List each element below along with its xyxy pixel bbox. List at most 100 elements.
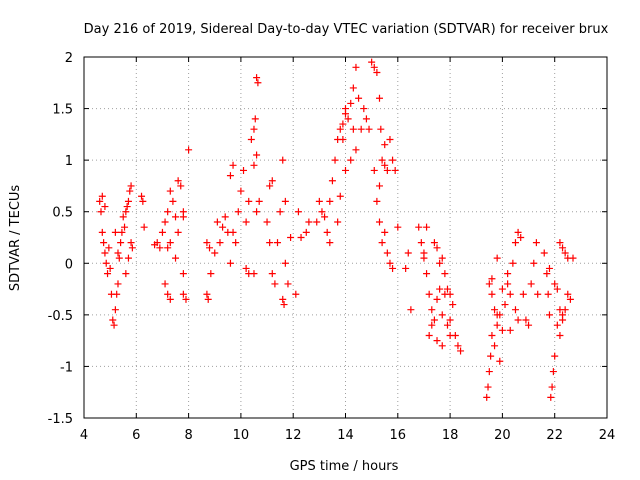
data-point	[504, 280, 512, 288]
data-point	[321, 213, 329, 221]
data-point	[313, 218, 321, 226]
data-point	[96, 197, 104, 205]
data-point	[352, 63, 360, 71]
data-point	[487, 352, 495, 360]
data-point	[250, 161, 258, 169]
data-point	[488, 290, 496, 298]
data-point	[124, 197, 132, 205]
data-point	[383, 166, 391, 174]
data-point	[423, 223, 431, 231]
y-tick-label: 0	[65, 257, 73, 272]
data-point	[386, 136, 394, 144]
x-tick-label: 4	[80, 428, 88, 443]
data-point	[203, 290, 211, 298]
data-point	[389, 264, 397, 272]
y-tick-label: -1	[60, 360, 73, 375]
data-point	[336, 192, 344, 200]
data-point	[240, 166, 248, 174]
data-point	[381, 141, 389, 149]
data-point	[268, 270, 276, 278]
data-point	[294, 208, 302, 216]
data-point	[100, 239, 108, 247]
data-point	[433, 295, 441, 303]
data-point	[106, 264, 114, 272]
data-point	[540, 249, 548, 257]
data-point	[501, 301, 509, 309]
data-point	[229, 228, 237, 236]
data-point	[357, 125, 365, 133]
data-point	[229, 161, 237, 169]
data-point	[113, 290, 121, 298]
data-point	[127, 239, 135, 247]
data-point	[543, 270, 551, 278]
data-point	[117, 239, 125, 247]
data-point	[334, 218, 342, 226]
data-point	[377, 125, 385, 133]
data-point	[553, 321, 561, 329]
data-point	[436, 259, 444, 267]
data-point	[485, 368, 493, 376]
data-point	[436, 285, 444, 293]
data-point	[368, 58, 376, 66]
x-tick-label: 6	[132, 428, 140, 443]
data-point	[279, 295, 287, 303]
data-point	[250, 270, 258, 278]
data-point	[124, 254, 132, 262]
data-point	[491, 342, 499, 350]
data-point	[342, 166, 349, 174]
data-point	[226, 259, 234, 267]
data-point	[438, 254, 446, 262]
data-point	[207, 270, 215, 278]
data-point	[255, 197, 263, 205]
data-point	[370, 63, 378, 71]
data-point	[119, 213, 127, 221]
data-point	[204, 295, 212, 303]
x-tick-labels: 4 6 8 10 12 14 16 18 20 22 24	[80, 428, 615, 443]
x-tick-label: 10	[233, 428, 250, 443]
data-point	[109, 316, 117, 324]
data-point	[105, 244, 113, 252]
data-point	[164, 290, 172, 298]
data-point	[493, 254, 501, 262]
data-point	[161, 280, 169, 288]
y-tick-label: 2	[65, 51, 73, 66]
data-point	[381, 161, 389, 169]
data-point	[553, 285, 561, 293]
data-point	[449, 301, 457, 309]
data-point	[276, 208, 284, 216]
data-point	[122, 208, 130, 216]
data-point	[245, 197, 253, 205]
data-point	[378, 156, 386, 164]
data-point	[347, 156, 355, 164]
data-point	[534, 290, 542, 298]
data-point	[114, 280, 122, 288]
data-point	[126, 187, 134, 195]
x-tick-label: 22	[546, 428, 563, 443]
data-point	[211, 249, 219, 257]
data-point	[381, 228, 389, 236]
data-point	[242, 218, 250, 226]
data-point	[318, 208, 326, 216]
data-point	[118, 228, 126, 236]
x-tick-label: 20	[494, 428, 511, 443]
data-point	[182, 295, 190, 303]
data-point	[365, 125, 373, 133]
data-point	[375, 94, 383, 102]
data-point	[185, 146, 193, 154]
data-point	[446, 290, 454, 298]
data-point	[164, 244, 172, 252]
data-point	[242, 264, 250, 272]
data-point	[342, 105, 349, 113]
data-point	[493, 321, 501, 329]
data-point	[525, 321, 533, 329]
data-point	[561, 249, 569, 257]
data-point	[266, 239, 274, 247]
tick-layer	[83, 56, 608, 419]
data-point	[514, 316, 522, 324]
data-point	[386, 259, 394, 267]
data-point	[547, 393, 555, 401]
data-point	[339, 120, 347, 128]
data-point	[115, 254, 123, 262]
data-point	[251, 115, 259, 123]
data-point	[122, 270, 130, 278]
